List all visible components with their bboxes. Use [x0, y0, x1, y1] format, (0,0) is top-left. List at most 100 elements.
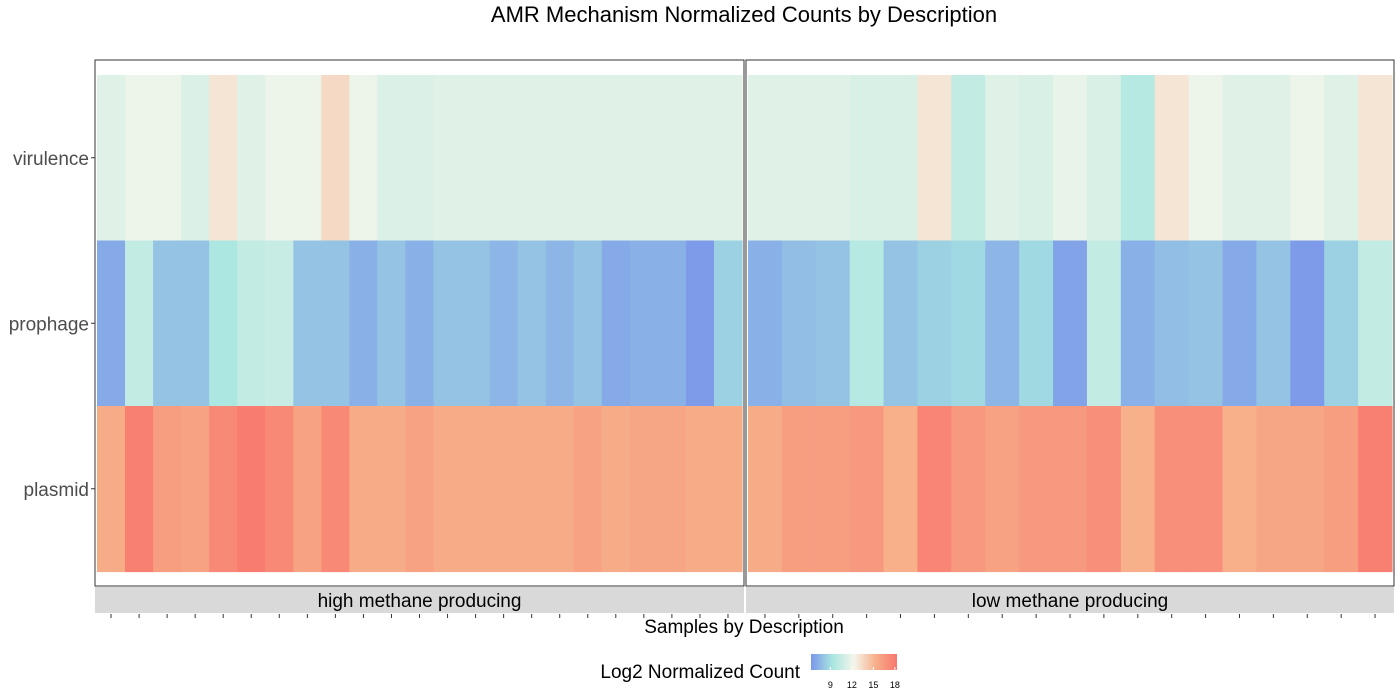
heatmap-cell: [601, 75, 631, 242]
heatmap-cell: [293, 406, 322, 573]
heatmap-cell: [1358, 75, 1393, 242]
heatmap-cell: [1154, 75, 1190, 242]
heatmap-cell: [293, 75, 322, 242]
heatmap-cell: [265, 240, 294, 407]
heatmap-cell: [237, 75, 266, 242]
heatmap-cell: [1120, 240, 1156, 407]
y-tick-label: prophage: [9, 314, 89, 335]
heatmap-cell: [1154, 240, 1190, 407]
heatmap-cell: [573, 75, 603, 242]
heatmap-cell: [461, 75, 491, 242]
heatmap-cell: [209, 406, 238, 573]
heatmap-cell: [349, 406, 379, 573]
facet-strip: [95, 587, 744, 613]
heatmap-cell: [713, 406, 743, 573]
heatmap-cell: [1019, 75, 1054, 242]
heatmap-cell: [1053, 75, 1088, 242]
heatmap-cell: [545, 75, 575, 242]
heatmap-cell: [1154, 406, 1190, 573]
heatmap-cell: [815, 406, 851, 573]
heatmap-cell: [849, 75, 885, 242]
heatmap-cell: [629, 75, 659, 242]
heatmap-cell: [321, 406, 350, 573]
heatmap-cell: [601, 240, 631, 407]
heatmap-cell: [517, 75, 547, 242]
heatmap-cell: [1290, 75, 1325, 242]
heatmap-cell: [781, 406, 817, 573]
heatmap-cell: [985, 240, 1020, 407]
heatmap-cell: [293, 240, 322, 407]
heatmap-cell: [461, 240, 491, 407]
facet-strip-label: high methane producing: [318, 591, 522, 612]
heatmap-cell: [815, 240, 851, 407]
heatmap-cell: [713, 240, 743, 407]
heatmap-cell: [883, 240, 919, 407]
heatmap-cell: [237, 406, 266, 573]
legend-tick-label: 12: [847, 680, 857, 690]
heatmap-cell: [1256, 240, 1291, 407]
heatmap-cell: [985, 75, 1020, 242]
panel-border: [745, 59, 1395, 587]
heatmap-cell: [1256, 75, 1291, 242]
heatmap-cell: [517, 406, 547, 573]
heatmap-cell: [1256, 406, 1291, 573]
heatmap-cell: [1222, 240, 1258, 407]
heatmap-cell: [433, 240, 463, 407]
heatmap-cell: [573, 240, 603, 407]
heatmap-cell: [489, 240, 519, 407]
heatmap-cell: [181, 75, 210, 242]
heatmap-cell: [781, 240, 817, 407]
heatmap-cell: [237, 240, 266, 407]
y-axis: virulence prophage plasmid: [9, 149, 95, 501]
heatmap-cell: [1222, 406, 1258, 573]
heatmap-cell: [849, 406, 885, 573]
heatmap-cell: [433, 406, 463, 573]
heatmap-cell: [815, 75, 851, 242]
heatmap-cell: [489, 75, 519, 242]
heatmap-cell: [685, 75, 715, 242]
heatmap-cell: [917, 240, 952, 407]
heatmap-cell: [748, 406, 783, 573]
heatmap-cell: [1290, 406, 1325, 573]
heatmap-cell: [265, 75, 294, 242]
heatmap-cell: [1358, 240, 1393, 407]
heatmap-cell: [629, 240, 659, 407]
heatmap-cell: [321, 75, 350, 242]
heatmap-cell: [685, 240, 715, 407]
heatmap-cell: [629, 406, 659, 573]
heatmap-cell: [153, 406, 182, 573]
heatmap-cell: [181, 240, 210, 407]
heatmap-cell: [125, 240, 154, 407]
heatmap-cell: [1053, 406, 1088, 573]
heatmap-cell: [781, 75, 817, 242]
heatmap-cell: [265, 406, 294, 573]
heatmap-cell: [849, 240, 885, 407]
heatmap-cell: [377, 240, 407, 407]
y-tick-label: plasmid: [24, 480, 89, 501]
heatmap-cell: [657, 240, 687, 407]
heatmap-cell: [1188, 240, 1224, 407]
heatmap-cell: [349, 240, 379, 407]
heatmap-cell: [573, 406, 603, 573]
heatmap-cell: [517, 240, 547, 407]
heatmap-cell: [1120, 75, 1156, 242]
heatmap-cell: [97, 75, 126, 242]
legend-tick-label: 15: [868, 680, 878, 690]
legend-tick-label: 18: [890, 680, 900, 690]
heatmap-cell: [985, 406, 1020, 573]
heatmap-cell: [601, 406, 631, 573]
facet-strip-label: low methane producing: [972, 591, 1168, 612]
heatmap-cell: [748, 240, 783, 407]
heatmap-cell: [349, 75, 379, 242]
heatmap-cell: [153, 240, 182, 407]
heatmap-cell: [153, 75, 182, 242]
heatmap-cell: [209, 240, 238, 407]
heatmap-cell: [1086, 75, 1122, 242]
facet-strip: [746, 587, 1394, 613]
heatmap-cell: [951, 406, 986, 573]
heatmap-cell: [657, 406, 687, 573]
heatmap-cell: [883, 75, 919, 242]
heatmap-cell: [125, 406, 154, 573]
chart-title: AMR Mechanism Normalized Counts by Descr…: [491, 2, 997, 27]
